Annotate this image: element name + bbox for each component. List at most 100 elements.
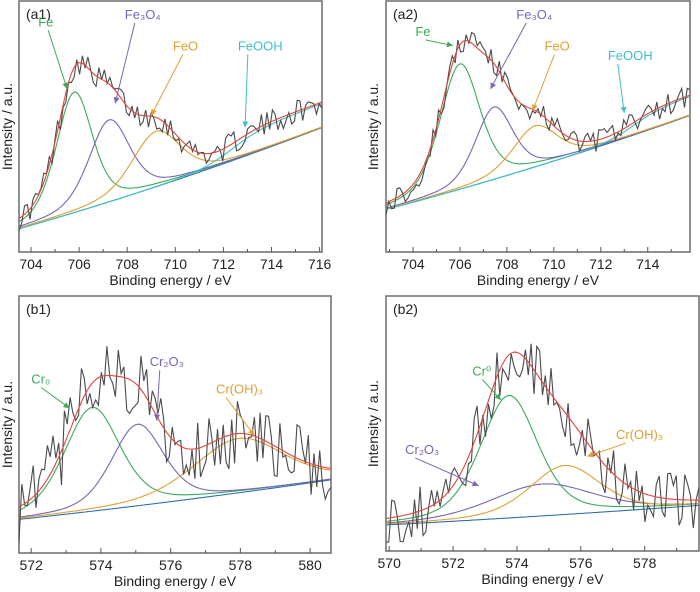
panel-label: (a1): [26, 6, 51, 22]
y-axis-label: Intensity / a.u.: [365, 380, 381, 467]
annotation-arrowhead-icon: [620, 106, 627, 114]
x-tick-label: 574: [89, 557, 113, 573]
annotation-arrowhead-icon: [113, 96, 120, 104]
annotation-arrowhead-icon: [151, 108, 157, 116]
component-cr0: [385, 394, 700, 522]
axes-frame: [385, 295, 700, 552]
x-tick-label: 570: [378, 555, 402, 571]
component-feooh: [18, 102, 323, 230]
annotation-arrowhead-icon: [62, 402, 70, 409]
annotation-label: Cr₀: [31, 372, 50, 387]
x-axis-label: Binding energy / eV: [109, 272, 232, 288]
panel-b1: 572 574 576 578 580 Binding energy / eV Intens…: [0, 295, 332, 589]
annotation-label: Cr₂O₃: [405, 442, 439, 457]
panel-label: (b1): [26, 301, 51, 317]
y-axis-label: Intensity / a.u.: [365, 83, 381, 170]
component-feo: [18, 126, 323, 229]
annotation-arrow-line: [617, 63, 625, 114]
component-feooh: [385, 95, 691, 210]
envelope-fit-line: [18, 62, 323, 219]
background-line: [18, 479, 332, 520]
annotation-label: Fe: [415, 24, 430, 39]
x-tick-label: 712: [212, 256, 236, 272]
x-axis-label: Binding energy / eV: [477, 272, 600, 288]
annotation-arrow-line: [47, 30, 68, 90]
annotation-label: Cr(OH)₃: [616, 427, 663, 442]
envelope-fit-line: [385, 351, 699, 520]
annotation-arrow-line: [114, 22, 136, 104]
annotation-arrowhead-icon: [494, 393, 501, 400]
axes-frame: [18, 295, 332, 554]
annotation-arrow-line: [414, 457, 479, 487]
panel-b2: 570 572 574 576 578 Binding energy / eV Intens…: [365, 295, 700, 587]
component-cr0: [18, 406, 332, 511]
x-tick-label: 576: [159, 557, 183, 573]
axes-frame: [18, 0, 323, 253]
panel-label: (b2): [393, 301, 418, 317]
x-tick-label: 714: [260, 256, 284, 272]
x-tick-label: 578: [229, 557, 253, 573]
component-fe: [385, 63, 691, 206]
annotation-arrow-line: [156, 370, 161, 421]
x-axis-label: Binding energy / eV: [114, 573, 237, 589]
x-tick-label: 574: [505, 555, 529, 571]
component-cr-oh-3: [385, 464, 700, 525]
annotation-label: FeO: [173, 38, 198, 53]
annotation-label: FeO: [544, 38, 569, 53]
background-line: [385, 114, 691, 210]
panel-a2: 704 706 708 710 712 714 Binding energy / eV Int…: [365, 0, 691, 288]
panel-a1: 704 706 708 710 712 714 716 Binding energy / eV…: [0, 0, 332, 288]
annotation-arrow-line: [532, 54, 555, 111]
annotation-arrowhead-icon: [242, 121, 249, 128]
annotation-arrow-line: [587, 442, 627, 457]
envelope-fit-line: [18, 374, 332, 508]
x-tick-label: 572: [20, 557, 44, 573]
annotation-arrow-line: [244, 54, 249, 128]
axes-frame: [385, 0, 691, 253]
component-feo: [385, 114, 691, 210]
x-tick-label: 710: [164, 256, 188, 272]
x-tick-label: 710: [542, 256, 566, 272]
annotation-arrowhead-icon: [62, 82, 69, 89]
component-fe: [18, 91, 323, 223]
x-tick-label: 572: [441, 555, 465, 571]
annotation-label: FeOOH: [238, 38, 283, 53]
annotation-arrowhead-icon: [471, 480, 479, 487]
annotation-label: Cr⁰: [472, 364, 491, 379]
annotation-arrowhead-icon: [532, 103, 538, 111]
x-tick-label: 580: [298, 557, 322, 573]
annotation-label: FeOOH: [608, 48, 653, 63]
y-axis-label: Intensity / a.u.: [0, 381, 15, 468]
annotation-arrow-line: [225, 397, 255, 436]
x-tick-label: 704: [19, 256, 43, 272]
component-fe3o4: [18, 119, 323, 228]
raw-data-line: [385, 343, 700, 543]
raw-data-line: [18, 346, 332, 542]
annotation-arrow-line: [490, 22, 527, 90]
x-tick-label: 712: [589, 256, 613, 272]
x-tick-label: 704: [401, 256, 425, 272]
x-tick-label: 714: [636, 256, 660, 272]
annotation-label: Fe: [38, 14, 53, 29]
panel-label: (a2): [393, 6, 418, 22]
annotation-label: Fe₃O₄: [516, 7, 552, 22]
x-tick-label: 708: [495, 256, 519, 272]
x-tick-label: 706: [448, 256, 472, 272]
annotation-label: Cr₂O₃: [150, 354, 184, 369]
annotation-label: Fe₃O₄: [125, 7, 161, 22]
raw-data-line: [18, 55, 323, 231]
annotation-arrowhead-icon: [446, 41, 453, 48]
annotation-label: Cr(OH)₃: [216, 381, 263, 396]
annotation-arrowhead-icon: [154, 414, 161, 421]
x-tick-label: 708: [116, 256, 140, 272]
x-tick-label: 716: [308, 256, 332, 272]
annotation-arrow-line: [150, 54, 184, 116]
annotation-arrowhead-icon: [490, 82, 496, 89]
x-tick-label: 706: [67, 256, 91, 272]
y-axis-label: Intensity / a.u.: [0, 83, 15, 170]
x-tick-label: 576: [569, 555, 593, 571]
x-tick-label: 578: [633, 555, 657, 571]
x-axis-label: Binding energy / eV: [481, 571, 604, 587]
component-fe3o4: [385, 106, 691, 209]
